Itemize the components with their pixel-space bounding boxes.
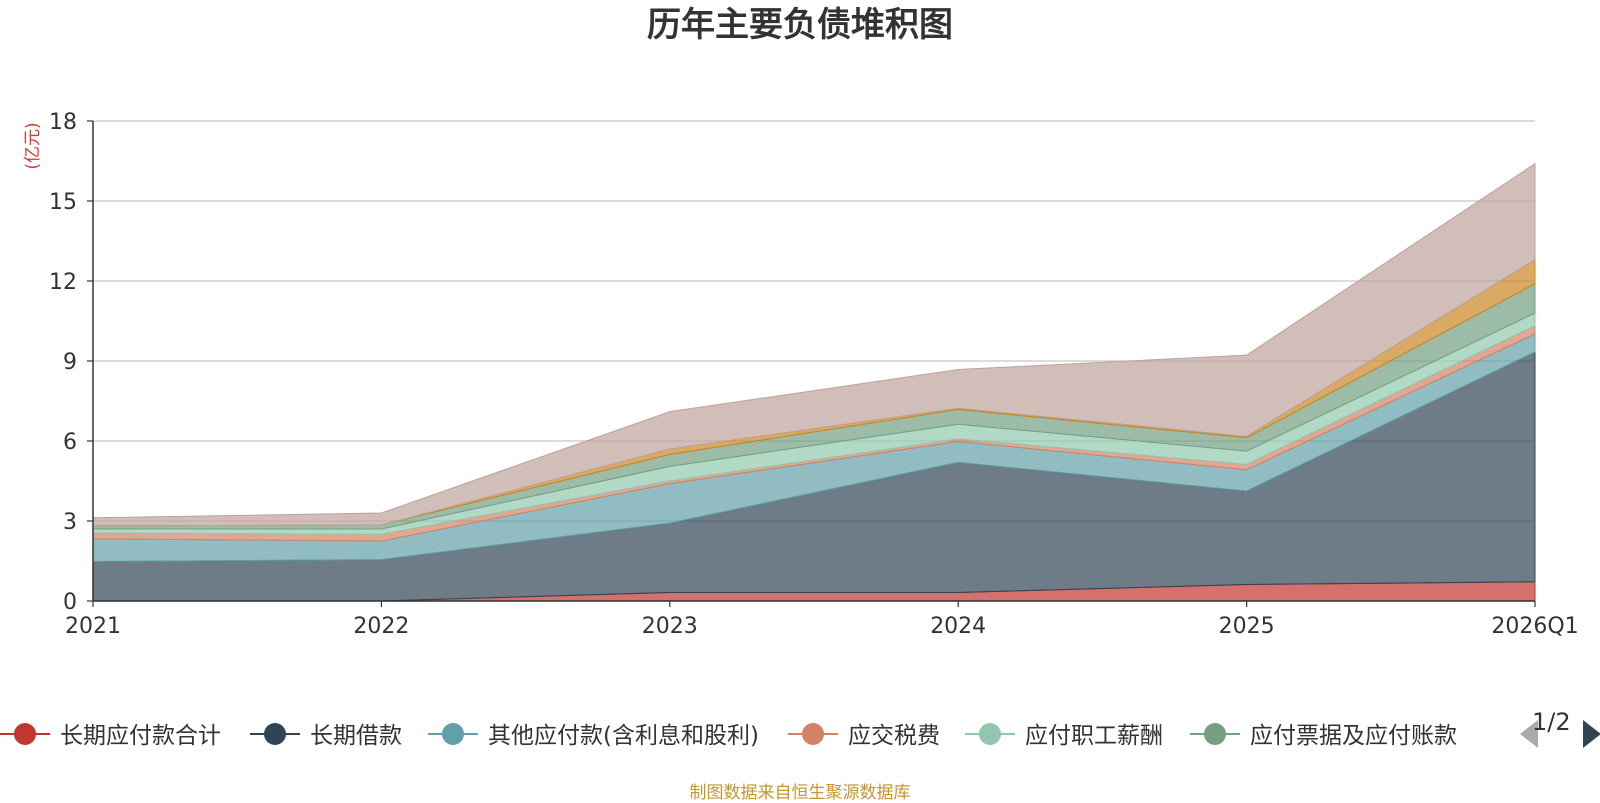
legend-marker xyxy=(979,723,1001,745)
legend[interactable]: 长期应付款合计 长期借款 其他应付款(含利息和股利) 应交税费 应付职工薪酬 应付票据及应… xyxy=(0,720,1600,749)
legend-label: 应付票据及应付账款 xyxy=(1250,723,1457,749)
source-note: 制图数据来自恒生聚源数据库 xyxy=(689,783,911,803)
legend-marker xyxy=(1204,723,1226,745)
legend-label: 长期应付款合计 xyxy=(60,723,221,749)
x-tick-label: 2021 xyxy=(65,614,121,639)
y-tick-label: 0 xyxy=(63,590,77,615)
legend-item[interactable]: 应交税费 xyxy=(788,723,940,749)
x-tick-label: 2024 xyxy=(930,614,986,639)
y-tick-label: 3 xyxy=(63,510,77,535)
legend-item[interactable]: 长期应付款合计 xyxy=(0,723,221,749)
legend-next-icon[interactable] xyxy=(1583,720,1600,748)
legend-prev-icon[interactable] xyxy=(1520,720,1538,748)
area-series xyxy=(92,162,1536,602)
y-tick-label: 12 xyxy=(49,270,77,295)
legend-label: 应付职工薪酬 xyxy=(1025,723,1163,749)
legend-label: 应交税费 xyxy=(848,723,940,749)
chart-title: 历年主要负债堆积图 xyxy=(647,5,953,45)
legend-marker xyxy=(442,723,464,745)
y-axis-unit-label: (亿元) xyxy=(23,122,43,169)
legend-marker xyxy=(802,723,824,745)
x-tick-label: 2023 xyxy=(642,614,698,639)
y-tick-label: 6 xyxy=(63,430,77,455)
legend-item[interactable]: 长期借款 xyxy=(250,723,402,749)
legend-page-indicator: 1/2 xyxy=(1532,708,1571,736)
area-短期借款 xyxy=(92,162,1536,527)
y-tick-label: 9 xyxy=(63,350,77,375)
legend-item[interactable]: 应付票据及应付账款 xyxy=(1190,723,1457,749)
axes: 0 3 6 9 12 15 18 2021 2022 2023 2024 2025 2026Q1 xyxy=(49,110,1579,639)
legend-label: 长期借款 xyxy=(310,723,402,749)
legend-label: 其他应付款(含利息和股利) xyxy=(488,723,759,749)
legend-marker xyxy=(14,723,36,745)
x-tick-label: 2026Q1 xyxy=(1491,614,1578,639)
legend-item[interactable]: 其他应付款(含利息和股利) xyxy=(428,723,759,749)
x-tick-label: 2025 xyxy=(1219,614,1275,639)
legend-marker xyxy=(264,723,286,745)
y-tick-label: 18 xyxy=(49,110,77,135)
y-tick-label: 15 xyxy=(49,190,77,215)
legend-item[interactable]: 应付职工薪酬 xyxy=(965,723,1163,749)
x-tick-label: 2022 xyxy=(353,614,409,639)
